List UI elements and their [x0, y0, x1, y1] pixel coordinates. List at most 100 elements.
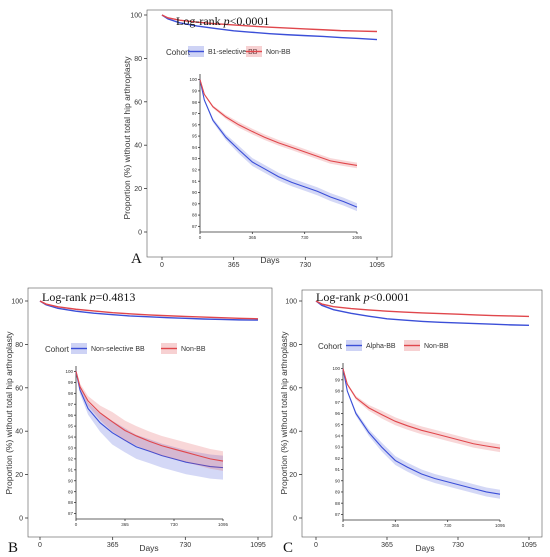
series-line — [39, 300, 259, 320]
confidence-band — [343, 367, 500, 453]
inset-y-tick-label: 96 — [192, 122, 198, 127]
inset-y-tick-label: 97 — [68, 402, 74, 407]
inset-y-tick-label: 90 — [192, 190, 198, 195]
panel-a-ylabel: Proportion (%) without total hip arthrop… — [122, 56, 132, 220]
legend-label: Non-BB — [181, 346, 206, 353]
panel-a-label: A — [131, 251, 142, 267]
y-tick-label: 80 — [134, 56, 142, 63]
confidence-band — [343, 367, 500, 499]
panel-c-ylabel: Proportion (%) without total hip arthrop… — [279, 331, 289, 495]
x-tick-label: 365 — [381, 542, 393, 549]
inset-y-tick-label: 95 — [192, 134, 198, 139]
y-tick-label: 60 — [15, 385, 23, 392]
series-line — [161, 14, 378, 33]
series-line — [315, 300, 530, 318]
confidence-band — [76, 369, 223, 471]
inset-y-tick-label: 98 — [68, 391, 74, 396]
x-tick-label: 0 — [38, 542, 42, 549]
inset-y-tick-label: 88 — [68, 500, 74, 505]
y-tick-label: 0 — [293, 516, 297, 523]
inset-y-tick-label: 99 — [335, 377, 341, 382]
inset-y-tick-label: 99 — [68, 380, 74, 385]
inset-y-tick-label: 89 — [192, 201, 198, 206]
y-tick-label: 100 — [130, 13, 142, 20]
inset-y-tick-label: 99 — [192, 89, 198, 94]
inset-x-tick-label: 1095 — [218, 522, 229, 527]
panel-b-legend-title: Cohort — [45, 345, 70, 354]
inset-series-line — [342, 368, 501, 495]
inset-y-tick-label: 96 — [335, 411, 341, 416]
inset-y-tick-label: 92 — [68, 456, 74, 461]
y-tick-label: 20 — [289, 472, 297, 479]
x-tick-label: 730 — [179, 542, 191, 549]
inset-y-tick-label: 89 — [68, 489, 74, 494]
panel-b-logrank: Log-rank p=0.4813 — [42, 290, 135, 304]
panel-c-legend-title: Cohort — [318, 342, 343, 351]
inset-y-tick-label: 95 — [335, 422, 341, 427]
panel-b-ylabel: Proportion (%) without total hip arthrop… — [4, 331, 14, 495]
panel-a-xlabel: Days — [260, 255, 279, 265]
series-line — [161, 14, 378, 41]
y-tick-label: 40 — [289, 429, 297, 436]
y-tick-label: 100 — [285, 299, 297, 306]
x-tick-label: 365 — [107, 542, 119, 549]
panel-a-legend-title: Cohort — [166, 48, 191, 57]
inset-background — [343, 363, 500, 520]
inset-y-tick-label: 100 — [65, 369, 73, 374]
inset-y-tick-label: 100 — [189, 77, 197, 82]
panel-c-logrank: Log-rank p<0.0001 — [316, 290, 409, 304]
inset-y-tick-label: 87 — [335, 512, 341, 517]
x-tick-label: 730 — [299, 262, 311, 269]
panel-a: 0 20 40 60 80 100 0 365 730 1095 87 88 89 90 91 92 93 94… — [122, 9, 393, 269]
inset-y-tick-label: 87 — [68, 511, 74, 516]
inset-y-tick-label: 93 — [192, 156, 198, 161]
inset-y-tick-label: 94 — [335, 433, 341, 438]
inset-y-tick-label: 94 — [192, 145, 198, 150]
inset-series-line — [75, 371, 224, 462]
inset-y-tick-label: 95 — [68, 424, 74, 429]
y-tick-label: 100 — [11, 299, 23, 306]
series-line — [315, 300, 530, 327]
inset-y-tick-label: 94 — [68, 435, 74, 440]
inset-y-tick-label: 98 — [192, 100, 198, 105]
panel-c-xlabel: Days — [415, 543, 434, 553]
inset-y-tick-label: 97 — [335, 400, 341, 405]
inset-y-tick-label: 92 — [335, 456, 341, 461]
y-tick-label: 0 — [138, 230, 142, 237]
y-tick-label: 40 — [134, 143, 142, 150]
inset-x-tick-label: 0 — [342, 523, 345, 528]
inset-x-tick-label: 730 — [444, 523, 452, 528]
inset-y-tick-label: 91 — [68, 467, 74, 472]
inset-x-tick-label: 365 — [121, 522, 129, 527]
y-tick-label: 40 — [15, 429, 23, 436]
inset-y-tick-label: 91 — [335, 467, 341, 472]
inset-x-tick-label: 1095 — [352, 235, 363, 240]
inset-y-tick-label: 88 — [335, 501, 341, 506]
inset-y-tick-label: 98 — [335, 389, 341, 394]
x-tick-label: 730 — [452, 542, 464, 549]
y-tick-label: 0 — [19, 516, 23, 523]
y-tick-label: 20 — [134, 186, 142, 193]
inset-y-tick-label: 91 — [192, 179, 198, 184]
inset-series-line — [75, 371, 224, 469]
inset-y-tick-label: 90 — [335, 478, 341, 483]
inset-y-tick-label: 87 — [192, 224, 198, 229]
inset-y-tick-label: 89 — [335, 490, 341, 495]
inset-series-line — [342, 368, 501, 449]
inset-background — [76, 366, 223, 519]
y-tick-label: 80 — [15, 342, 23, 349]
x-tick-label: 0 — [160, 262, 164, 269]
y-tick-label: 80 — [289, 342, 297, 349]
legend-label: Non-BB — [266, 49, 291, 56]
panel-c-label: C — [283, 540, 293, 556]
series-line — [39, 300, 259, 321]
x-tick-label: 1095 — [521, 542, 537, 549]
inset-background — [200, 74, 357, 232]
x-tick-label: 365 — [228, 262, 240, 269]
confidence-band — [200, 78, 357, 212]
panel-c: 0 20 40 60 80 100 0 365 730 1095 87 88 89 90 91 92 93 94… — [279, 289, 543, 556]
x-tick-label: 0 — [314, 542, 318, 549]
panel-a-logrank: Log-rank p<0.0001 — [176, 14, 269, 28]
x-tick-label: 1095 — [369, 262, 385, 269]
